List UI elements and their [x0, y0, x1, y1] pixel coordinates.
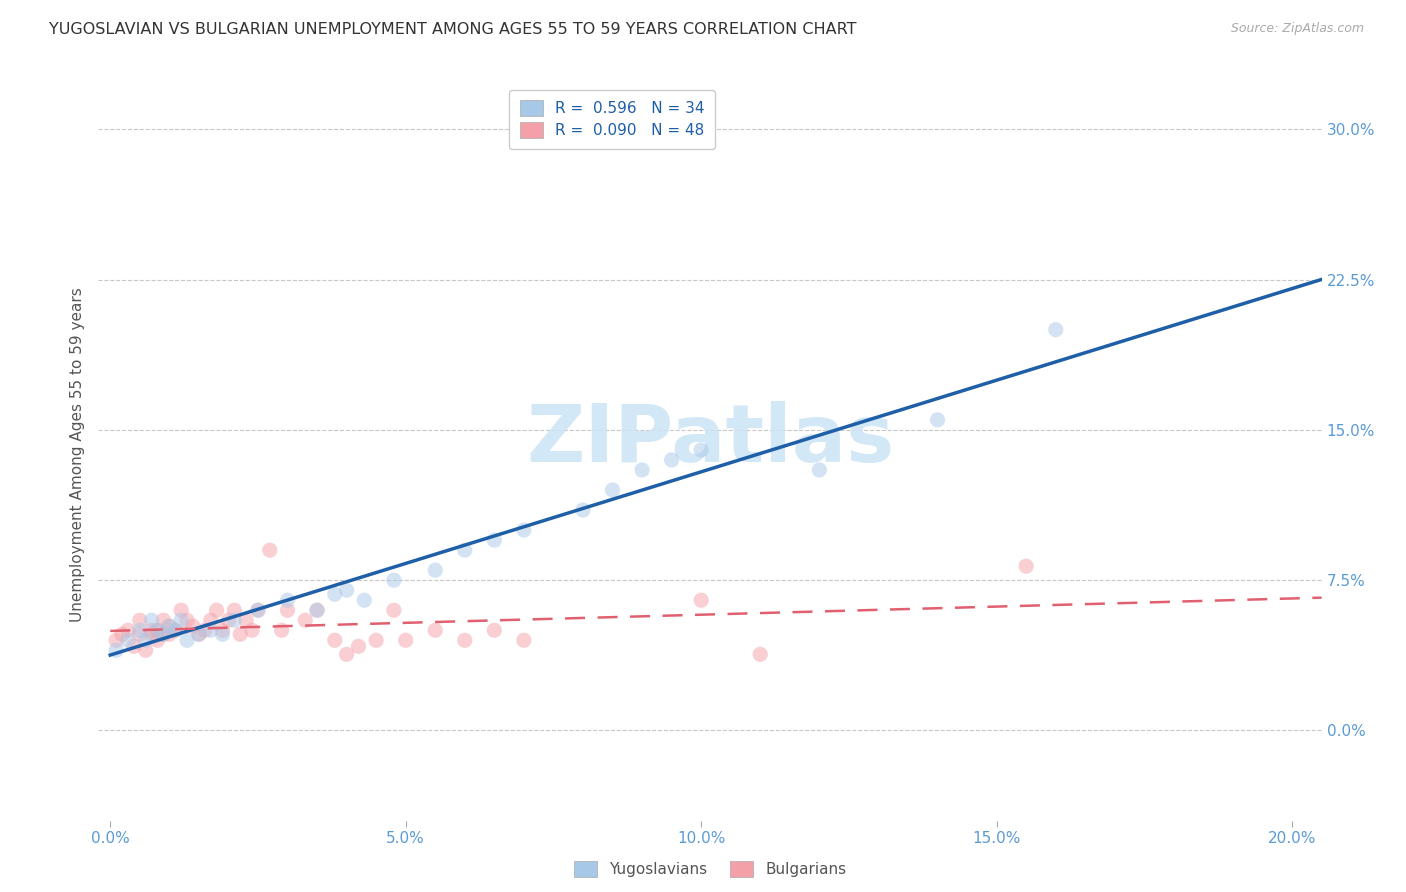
Point	[240, 624, 263, 638]
Point	[513, 523, 536, 537]
Point	[602, 483, 624, 497]
Point	[194, 624, 217, 638]
Point	[323, 633, 346, 648]
Point	[259, 543, 281, 558]
Point	[307, 603, 329, 617]
Point	[146, 633, 169, 648]
Point	[572, 503, 595, 517]
Point	[353, 593, 375, 607]
Point	[117, 624, 139, 638]
Point	[1015, 559, 1038, 574]
Point	[170, 613, 193, 627]
Point	[270, 624, 292, 638]
Text: YUGOSLAVIAN VS BULGARIAN UNEMPLOYMENT AMONG AGES 55 TO 59 YEARS CORRELATION CHAR: YUGOSLAVIAN VS BULGARIAN UNEMPLOYMENT AM…	[49, 22, 856, 37]
Point	[117, 633, 139, 648]
Y-axis label: Unemployment Among Ages 55 to 59 years: Unemployment Among Ages 55 to 59 years	[69, 287, 84, 623]
Point	[513, 633, 536, 648]
Point	[181, 619, 204, 633]
Point	[128, 627, 150, 641]
Point	[276, 603, 298, 617]
Point	[690, 593, 713, 607]
Point	[323, 587, 346, 601]
Point	[211, 627, 233, 641]
Point	[336, 648, 359, 662]
Point	[135, 643, 157, 657]
Point	[128, 613, 150, 627]
Point	[205, 603, 228, 617]
Point	[235, 613, 257, 627]
Point	[808, 463, 831, 477]
Point	[128, 624, 150, 638]
Point	[454, 543, 477, 558]
Point	[229, 627, 252, 641]
Point	[146, 624, 169, 638]
Point	[157, 619, 180, 633]
Point	[484, 624, 506, 638]
Point	[382, 573, 405, 587]
Point	[224, 613, 246, 627]
Point	[749, 648, 772, 662]
Point	[294, 613, 316, 627]
Point	[105, 633, 128, 648]
Point	[135, 633, 157, 648]
Point	[200, 613, 222, 627]
Point	[141, 613, 163, 627]
Point	[347, 640, 370, 654]
Point	[366, 633, 388, 648]
Point	[176, 613, 198, 627]
Point	[157, 627, 180, 641]
Point	[690, 442, 713, 457]
Point	[307, 603, 329, 617]
Point	[276, 593, 298, 607]
Point	[217, 613, 239, 627]
Point	[187, 627, 209, 641]
Point	[224, 603, 246, 617]
Point	[425, 563, 447, 577]
Point	[484, 533, 506, 547]
Point	[146, 624, 169, 638]
Point	[141, 624, 163, 638]
Point	[1045, 323, 1067, 337]
Point	[157, 619, 180, 633]
Point	[336, 583, 359, 598]
Text: Source: ZipAtlas.com: Source: ZipAtlas.com	[1230, 22, 1364, 36]
Point	[105, 643, 128, 657]
Point	[170, 603, 193, 617]
Point	[176, 633, 198, 648]
Point	[111, 627, 134, 641]
Point	[187, 627, 209, 641]
Point	[927, 413, 949, 427]
Point	[122, 640, 145, 654]
Point	[395, 633, 418, 648]
Point	[246, 603, 269, 617]
Point	[165, 624, 187, 638]
Point	[211, 624, 233, 638]
Point	[152, 613, 174, 627]
Point	[141, 627, 163, 641]
Point	[425, 624, 447, 638]
Point	[661, 453, 683, 467]
Point	[454, 633, 477, 648]
Point	[631, 463, 654, 477]
Point	[200, 624, 222, 638]
Point	[152, 627, 174, 641]
Point	[382, 603, 405, 617]
Point	[165, 624, 187, 638]
Point	[246, 603, 269, 617]
Text: ZIPatlas: ZIPatlas	[526, 401, 894, 479]
Legend: Yugoslavians, Bulgarians: Yugoslavians, Bulgarians	[565, 852, 855, 886]
Point	[152, 627, 174, 641]
